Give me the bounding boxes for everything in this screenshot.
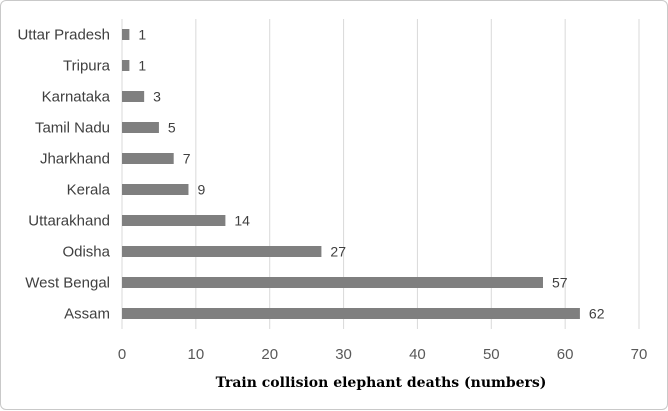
category-label: Uttarakhand <box>28 213 110 230</box>
data-label: 3 <box>153 89 161 105</box>
bar-layer <box>122 29 580 319</box>
category-label: Odisha <box>62 244 110 261</box>
bar <box>122 215 226 226</box>
bar <box>122 246 322 257</box>
x-tick-label: 60 <box>557 346 574 363</box>
data-label: 27 <box>330 244 346 260</box>
category-label: Kerala <box>67 182 111 199</box>
bar <box>122 308 580 319</box>
x-tick-label: 10 <box>188 346 205 363</box>
bar <box>122 184 189 195</box>
category-label: Karnataka <box>42 89 111 106</box>
data-label: 9 <box>197 182 205 198</box>
label-layer: 0 10 20 30 40 50 60 70 Assam 62 West Bengal 57 Odish… <box>17 27 647 364</box>
x-axis-title: Train collision elephant deaths (numbers… <box>216 375 547 391</box>
x-tick-label: 30 <box>335 346 352 363</box>
x-tick-label: 0 <box>118 346 126 363</box>
category-label: Assam <box>64 306 110 323</box>
data-label: 5 <box>168 120 176 136</box>
data-label: 7 <box>183 151 191 167</box>
category-label: Tamil Nadu <box>35 120 110 137</box>
x-tick-label: 70 <box>631 346 648 363</box>
bar <box>122 277 543 288</box>
category-label: Jharkhand <box>40 151 110 168</box>
bar <box>122 29 130 40</box>
bar <box>122 60 130 71</box>
data-label: 14 <box>234 213 250 229</box>
bar <box>122 122 159 133</box>
data-label: 62 <box>589 306 605 322</box>
grid-layer <box>121 19 640 329</box>
data-label: 1 <box>138 58 146 74</box>
data-label: 1 <box>138 27 146 43</box>
category-label: West Bengal <box>25 275 110 292</box>
category-label: Tripura <box>63 58 111 75</box>
x-tick-label: 40 <box>409 346 426 363</box>
data-label: 57 <box>552 275 568 291</box>
x-tick-label: 50 <box>483 346 500 363</box>
bar <box>122 91 145 102</box>
category-label: Uttar Pradesh <box>17 27 110 44</box>
bar <box>122 153 174 164</box>
x-tick-label: 20 <box>261 346 278 363</box>
